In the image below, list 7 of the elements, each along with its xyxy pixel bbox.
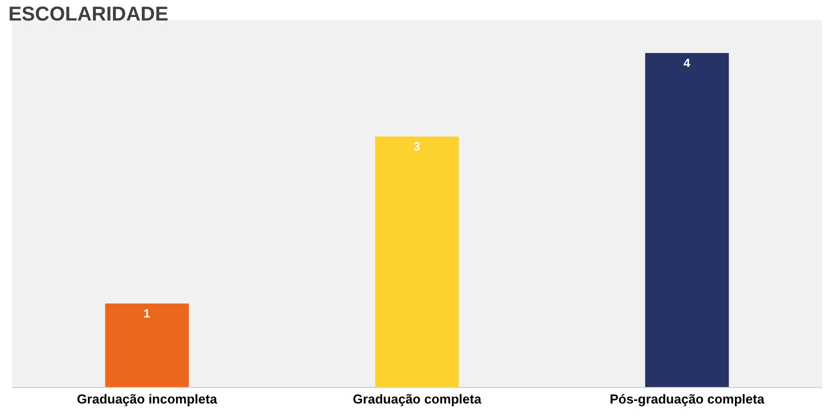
data-label: 1 — [144, 306, 150, 321]
x-tick-label: Graduação incompleta — [76, 392, 218, 407]
x-tick-label: Graduação completa — [352, 392, 482, 407]
x-tick-label: Pós-graduação completa — [610, 392, 766, 407]
data-label: 3 — [414, 140, 420, 154]
data-label: 4 — [684, 56, 690, 70]
chart-title: ESCOLARIDADE — [8, 3, 168, 26]
